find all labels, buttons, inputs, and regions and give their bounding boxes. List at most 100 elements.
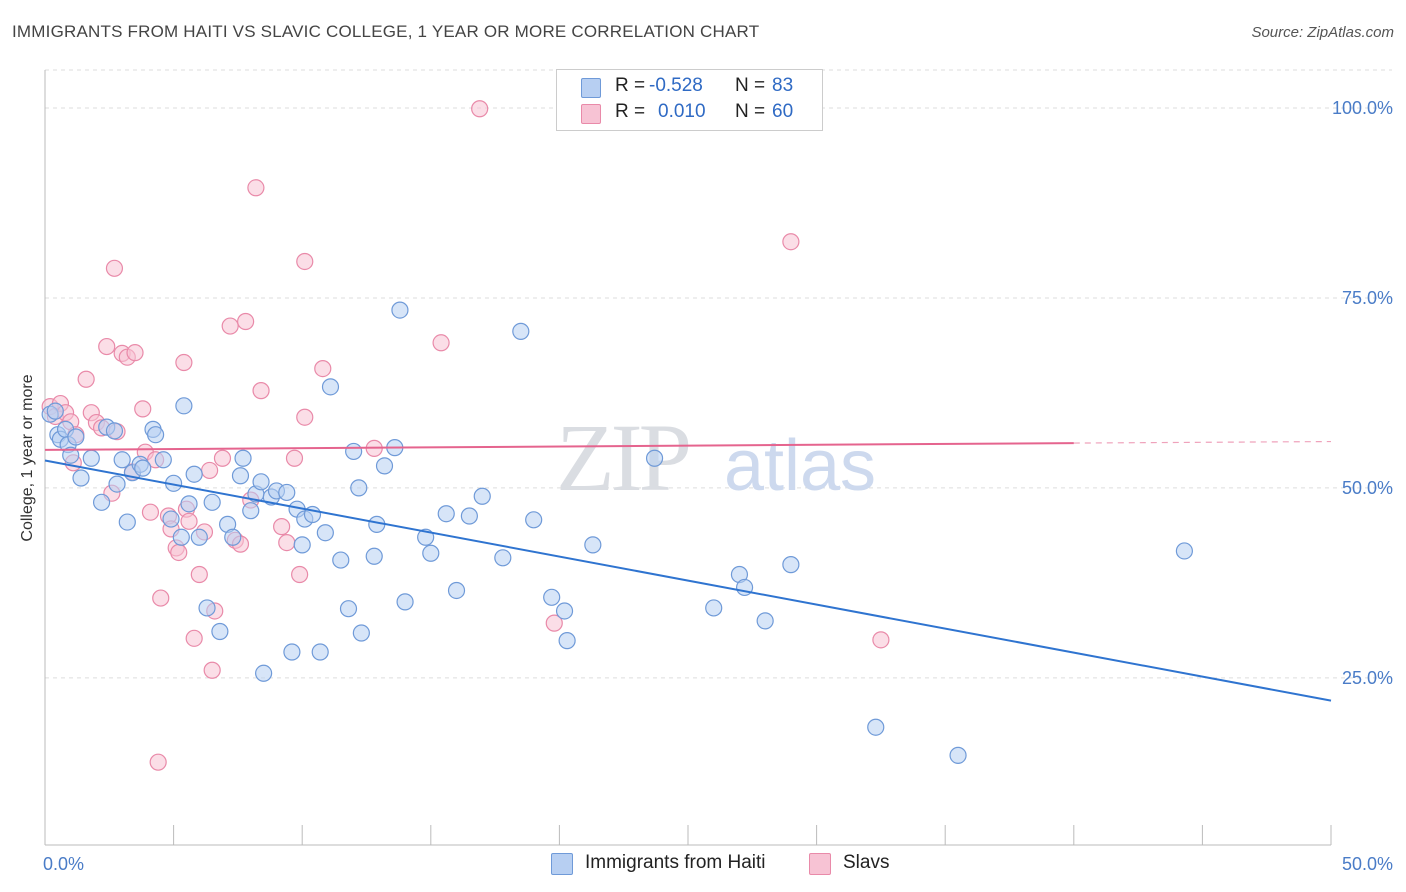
haiti-point xyxy=(175,397,193,415)
legend-n-label: N = xyxy=(735,75,766,96)
slavs-point xyxy=(98,337,116,356)
slavs-point xyxy=(872,631,890,649)
watermark-atlas: atlas xyxy=(724,426,876,506)
haiti-point xyxy=(185,465,203,483)
haiti-point xyxy=(437,505,455,523)
haiti-point xyxy=(108,475,126,493)
slavs-point xyxy=(314,360,332,378)
y-tick-label: 100.0% xyxy=(1332,98,1393,118)
haiti-point xyxy=(525,511,543,529)
slavs-point xyxy=(185,629,203,647)
slavs-point xyxy=(285,449,304,467)
haiti-point xyxy=(252,473,270,491)
slavs-point xyxy=(221,317,239,335)
legend-r-label: R = xyxy=(615,101,646,122)
haiti-trend-line xyxy=(44,459,1332,702)
haiti-point xyxy=(105,422,124,440)
haiti-point xyxy=(375,457,394,475)
y-tick-label: 25.0% xyxy=(1342,668,1393,688)
haiti-point xyxy=(224,528,242,546)
haiti-point xyxy=(162,510,180,528)
legend-r-value: 0.010 xyxy=(658,101,706,122)
slavs-point xyxy=(203,661,221,679)
watermark-zip: ZIP xyxy=(556,404,689,511)
haiti-point xyxy=(1175,542,1193,560)
slavs-point xyxy=(149,753,167,771)
haiti-point xyxy=(543,588,561,606)
bottom-legend-swatch-slavs xyxy=(809,853,831,875)
haiti-point xyxy=(180,495,198,513)
slavs-point xyxy=(432,334,450,352)
slavs-point xyxy=(782,233,800,251)
haiti-point xyxy=(494,549,512,567)
y-tick-label: 50.0% xyxy=(1342,478,1393,498)
haiti-point xyxy=(255,664,273,682)
haiti-point xyxy=(365,547,383,565)
slavs-point xyxy=(273,518,291,536)
haiti-point xyxy=(782,556,800,574)
slavs-point xyxy=(190,565,208,584)
source-label: Source: ZipAtlas.com xyxy=(1251,24,1394,41)
haiti-point xyxy=(283,643,301,661)
haiti-point xyxy=(92,493,111,511)
slavs-trend-extension xyxy=(1073,440,1332,444)
haiti-point xyxy=(46,402,64,420)
legend-r-value: -0.528 xyxy=(649,75,703,96)
chart-title: IMMIGRANTS FROM HAITI VS SLAVIC COLLEGE,… xyxy=(12,22,760,41)
haiti-point xyxy=(512,322,530,340)
slavs-point xyxy=(152,589,170,607)
haiti-point xyxy=(555,602,574,620)
haiti-point xyxy=(242,502,260,520)
haiti-point xyxy=(756,612,774,630)
haiti-point xyxy=(67,428,85,446)
haiti-point xyxy=(146,426,165,444)
haiti-point xyxy=(278,483,296,502)
slavs-point xyxy=(213,449,232,467)
slavs-point xyxy=(126,344,144,362)
haiti-point xyxy=(154,451,172,469)
x-tick-label: 50.0% xyxy=(1342,854,1393,874)
haiti-point xyxy=(72,469,90,487)
haiti-point xyxy=(447,581,466,600)
haiti-point xyxy=(190,528,208,546)
haiti-point xyxy=(316,524,334,542)
legend-n-value: 83 xyxy=(772,75,794,96)
haiti-point xyxy=(134,459,152,477)
y-tick-label: 75.0% xyxy=(1342,288,1393,308)
trend-lines xyxy=(44,440,1332,702)
haiti-point xyxy=(558,632,576,650)
haiti-points xyxy=(41,301,1193,764)
haiti-point xyxy=(867,718,885,736)
haiti-point xyxy=(705,599,723,617)
haiti-point xyxy=(198,599,216,617)
haiti-point xyxy=(460,507,478,525)
bottom-legend-label-haiti: Immigrants from Haiti xyxy=(585,852,766,873)
haiti-point xyxy=(645,449,664,467)
haiti-point xyxy=(422,544,440,562)
haiti-point xyxy=(949,746,967,764)
haiti-point xyxy=(473,487,491,505)
slavs-point xyxy=(77,370,95,388)
slavs-point xyxy=(278,533,296,552)
axes xyxy=(44,70,1332,846)
slavs-point xyxy=(237,312,255,331)
bottom-legend-swatch-haiti xyxy=(551,853,573,875)
tick-labels: 25.0% 50.0% 75.0% 100.0% 0.0% 50.0% xyxy=(43,98,1393,874)
haiti-point xyxy=(172,528,190,546)
x-tick-label: 0.0% xyxy=(43,854,84,874)
haiti-point xyxy=(396,593,414,611)
haiti-point xyxy=(321,378,340,396)
haiti-point xyxy=(311,643,329,661)
slavs-point xyxy=(247,179,265,197)
haiti-point xyxy=(231,467,250,485)
slavs-point xyxy=(170,543,188,562)
haiti-point xyxy=(113,451,131,469)
watermark: ZIP atlas xyxy=(556,404,876,511)
haiti-point xyxy=(203,493,221,511)
slavs-point xyxy=(175,353,193,372)
haiti-point xyxy=(584,536,602,554)
haiti-point xyxy=(339,600,358,618)
haiti-point xyxy=(211,622,229,641)
slavs-point xyxy=(105,259,124,277)
